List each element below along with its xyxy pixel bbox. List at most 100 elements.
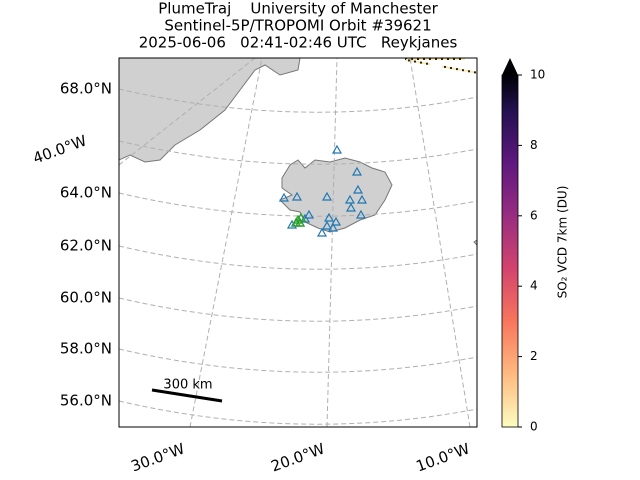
pixel: [425, 58, 427, 60]
pixel: [426, 62, 428, 65]
volcano: [316, 227, 328, 237]
volcano: [278, 192, 290, 202]
pixel: [448, 66, 450, 69]
pixel: [449, 58, 451, 60]
pixel: [455, 58, 457, 60]
pixel: [422, 61, 424, 64]
pixel: [439, 58, 441, 60]
volcano: [352, 184, 364, 194]
pixel: [437, 58, 439, 60]
lat-label: 60.0°N: [60, 289, 112, 307]
pixel: [454, 67, 456, 70]
pixel: [412, 60, 414, 63]
volcano: [303, 209, 315, 219]
pixel: [443, 58, 445, 60]
lat-label: 62.0°N: [60, 237, 112, 255]
pixel: [470, 70, 472, 73]
graticule: [119, 58, 477, 427]
pixel: [410, 59, 412, 62]
pixel: [411, 58, 413, 60]
parallel: [119, 192, 477, 217]
pixel: [460, 68, 462, 71]
pixel: [416, 60, 418, 63]
pixel: [427, 58, 429, 60]
volcano: [321, 191, 333, 201]
pixel: [435, 58, 437, 60]
pixel: [456, 68, 458, 71]
meridian: [326, 58, 338, 427]
pixel: [444, 65, 446, 68]
colorbar-tick-label: 10: [530, 68, 545, 82]
pixel: [472, 71, 474, 73]
pixel: [414, 60, 416, 63]
pixel: [424, 62, 426, 65]
pixel: [428, 63, 430, 66]
pixel: [441, 58, 443, 60]
parallel: [119, 348, 477, 373]
pixel: [406, 59, 408, 62]
lon-label: 40.0°W: [31, 131, 90, 167]
pixel: [474, 71, 476, 74]
meridian: [119, 58, 256, 166]
volcano: [351, 166, 363, 176]
volcano: [356, 194, 368, 204]
colorbar-ramp: [502, 75, 518, 427]
scale-bar-label: 300 km: [163, 378, 212, 393]
lat-label: 68.0°N: [60, 80, 112, 98]
pixel: [413, 58, 415, 60]
pixel: [442, 65, 444, 68]
meridian: [189, 58, 263, 427]
pixel: [421, 58, 423, 60]
volcano: [344, 194, 356, 204]
greenland: [119, 58, 301, 163]
colorbar-extension: [502, 58, 518, 75]
colorbar-tick-label: 8: [530, 138, 538, 152]
colorbar: 0 2 4 6 8 10: [501, 58, 545, 434]
pixel: [457, 58, 459, 60]
pixel: [420, 61, 422, 64]
lat-label: 64.0°N: [60, 184, 112, 202]
pixel: [445, 58, 447, 60]
pixel: [415, 58, 417, 60]
lat-label: 56.0°N: [60, 392, 112, 410]
volcano: [330, 216, 342, 226]
title-line: Sentinel-5P/TROPOMI Orbit #39621: [164, 17, 431, 35]
lon-label: 10.0°W: [414, 439, 473, 475]
pixel: [447, 58, 449, 60]
pixel: [462, 69, 464, 72]
map-area: 300 km: [119, 58, 477, 427]
colorbar-label: SO₂ VCD 7km (DU): [556, 186, 570, 299]
pixel: [405, 58, 407, 60]
lon-label: 20.0°W: [269, 439, 328, 475]
coast: [473, 239, 477, 246]
pixel: [407, 58, 409, 60]
pixel: [452, 67, 454, 70]
title-line: 2025-06-06 02:41-02:46 UTC Reykjanes: [139, 34, 458, 52]
volcano-markers: [278, 144, 368, 237]
pixel: [423, 58, 425, 60]
volcano: [327, 222, 339, 232]
volcano: [355, 209, 367, 219]
scale-bar: [151, 388, 223, 403]
pixel: [446, 66, 448, 69]
map-frame: [118, 57, 478, 428]
volcano: [286, 219, 298, 229]
colorbar-tick-label: 6: [530, 208, 538, 222]
pixel: [417, 58, 419, 60]
volcano: [345, 202, 357, 212]
lon-label: 30.0°W: [129, 439, 188, 475]
pixel: [463, 58, 465, 60]
pixel: [418, 61, 420, 64]
pixel: [451, 58, 453, 60]
parallel: [119, 245, 477, 270]
pixel: [461, 58, 463, 60]
pixel: [468, 70, 470, 73]
title-line: PlumeTraj University of Manchester: [158, 0, 438, 18]
parallel: [119, 297, 477, 322]
pixel: [458, 68, 460, 71]
pixel: [431, 58, 433, 60]
pixel: [464, 69, 466, 72]
colorbar-tick-label: 4: [530, 279, 538, 293]
parallel: [119, 400, 477, 425]
colorbar-tick-label: 0: [530, 420, 538, 434]
